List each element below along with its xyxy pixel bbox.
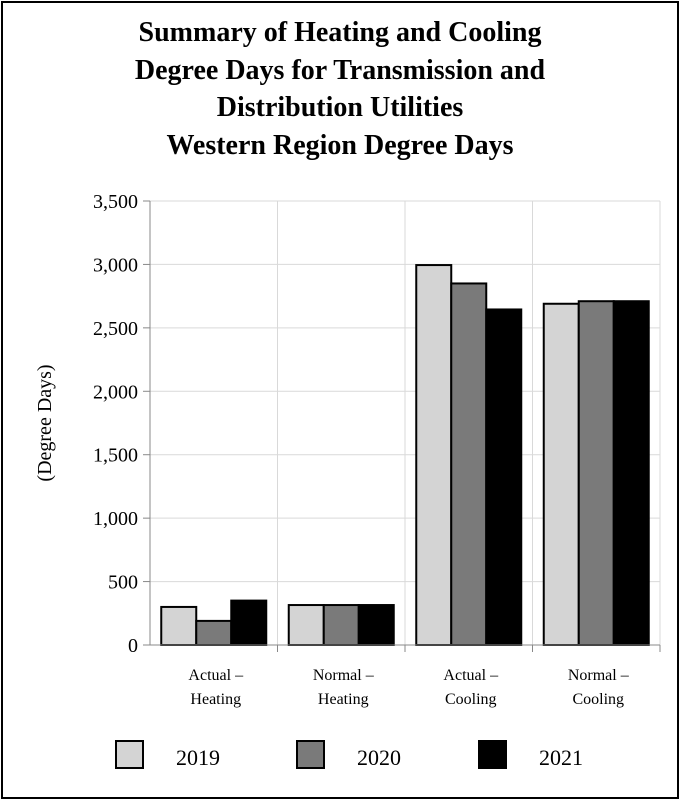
y-tick-labels: 0 500 1,000 1,500 2,000 2,500 3,000 3,500 (93, 191, 138, 657)
legend-label: 2020 (357, 745, 401, 770)
bar-2020-cat-1 (195, 619, 233, 647)
y-tick-label: 2,500 (93, 318, 138, 340)
legend-label: 2021 (539, 745, 583, 770)
legend-swatch (296, 740, 325, 769)
bar-2020-cat-4 (577, 300, 615, 646)
legend-item-2021: 2021 (478, 740, 583, 770)
chart-title-line-3: Distribution Utilities (216, 92, 464, 123)
bar-2019-cat-2 (287, 604, 325, 646)
chart-title-line-2: Degree Days for Transmission and (134, 54, 546, 86)
chart-title-line-4: Western Region Degree Days (166, 129, 514, 161)
y-tick-label: 3,000 (93, 254, 138, 276)
x-category-label: Actual – Cooling (443, 667, 499, 708)
bar-2019-cat-1 (160, 605, 198, 647)
bar-2019-cat-3 (415, 264, 453, 646)
y-tick-label: 0 (128, 635, 138, 657)
axes (143, 200, 661, 652)
y-axis-label: (Degree Days) (34, 364, 56, 481)
x-category-label: Actual – Heating (188, 667, 244, 708)
x-category-label: Normal – Cooling (568, 667, 630, 708)
y-tick-label: 500 (108, 572, 138, 594)
x-category-labels: Actual – Heating Normal – Heating Actual – Co… (188, 667, 629, 708)
bar-2020-cat-3 (450, 282, 488, 646)
legend-label: 2019 (176, 745, 220, 770)
bar-2021-cat-4 (612, 300, 650, 646)
x-category-label: Normal – Heating (313, 667, 375, 708)
chart-title-line-1: Summary of Heating and Cooling (138, 17, 542, 48)
y-tick-label: 2,000 (93, 381, 138, 403)
legend: 2019 2020 2021 (115, 740, 583, 770)
bar-2021-cat-2 (357, 604, 395, 646)
y-tick-label: 1,000 (93, 508, 138, 530)
legend-swatch (478, 740, 507, 769)
bar-2019-cat-4 (542, 302, 580, 646)
y-tick-label: 1,500 (93, 445, 138, 467)
legend-item-2020: 2020 (296, 740, 401, 770)
legend-item-2019: 2019 (115, 740, 220, 770)
bar-2021-cat-3 (485, 308, 523, 646)
bar-2021-cat-1 (230, 599, 268, 646)
bars (160, 264, 650, 647)
chart-title: Summary of Heating and Cooling Degree Da… (0, 14, 680, 164)
bar-2020-cat-2 (322, 604, 360, 646)
y-tick-label: 3,500 (93, 191, 138, 213)
legend-swatch (115, 740, 144, 769)
